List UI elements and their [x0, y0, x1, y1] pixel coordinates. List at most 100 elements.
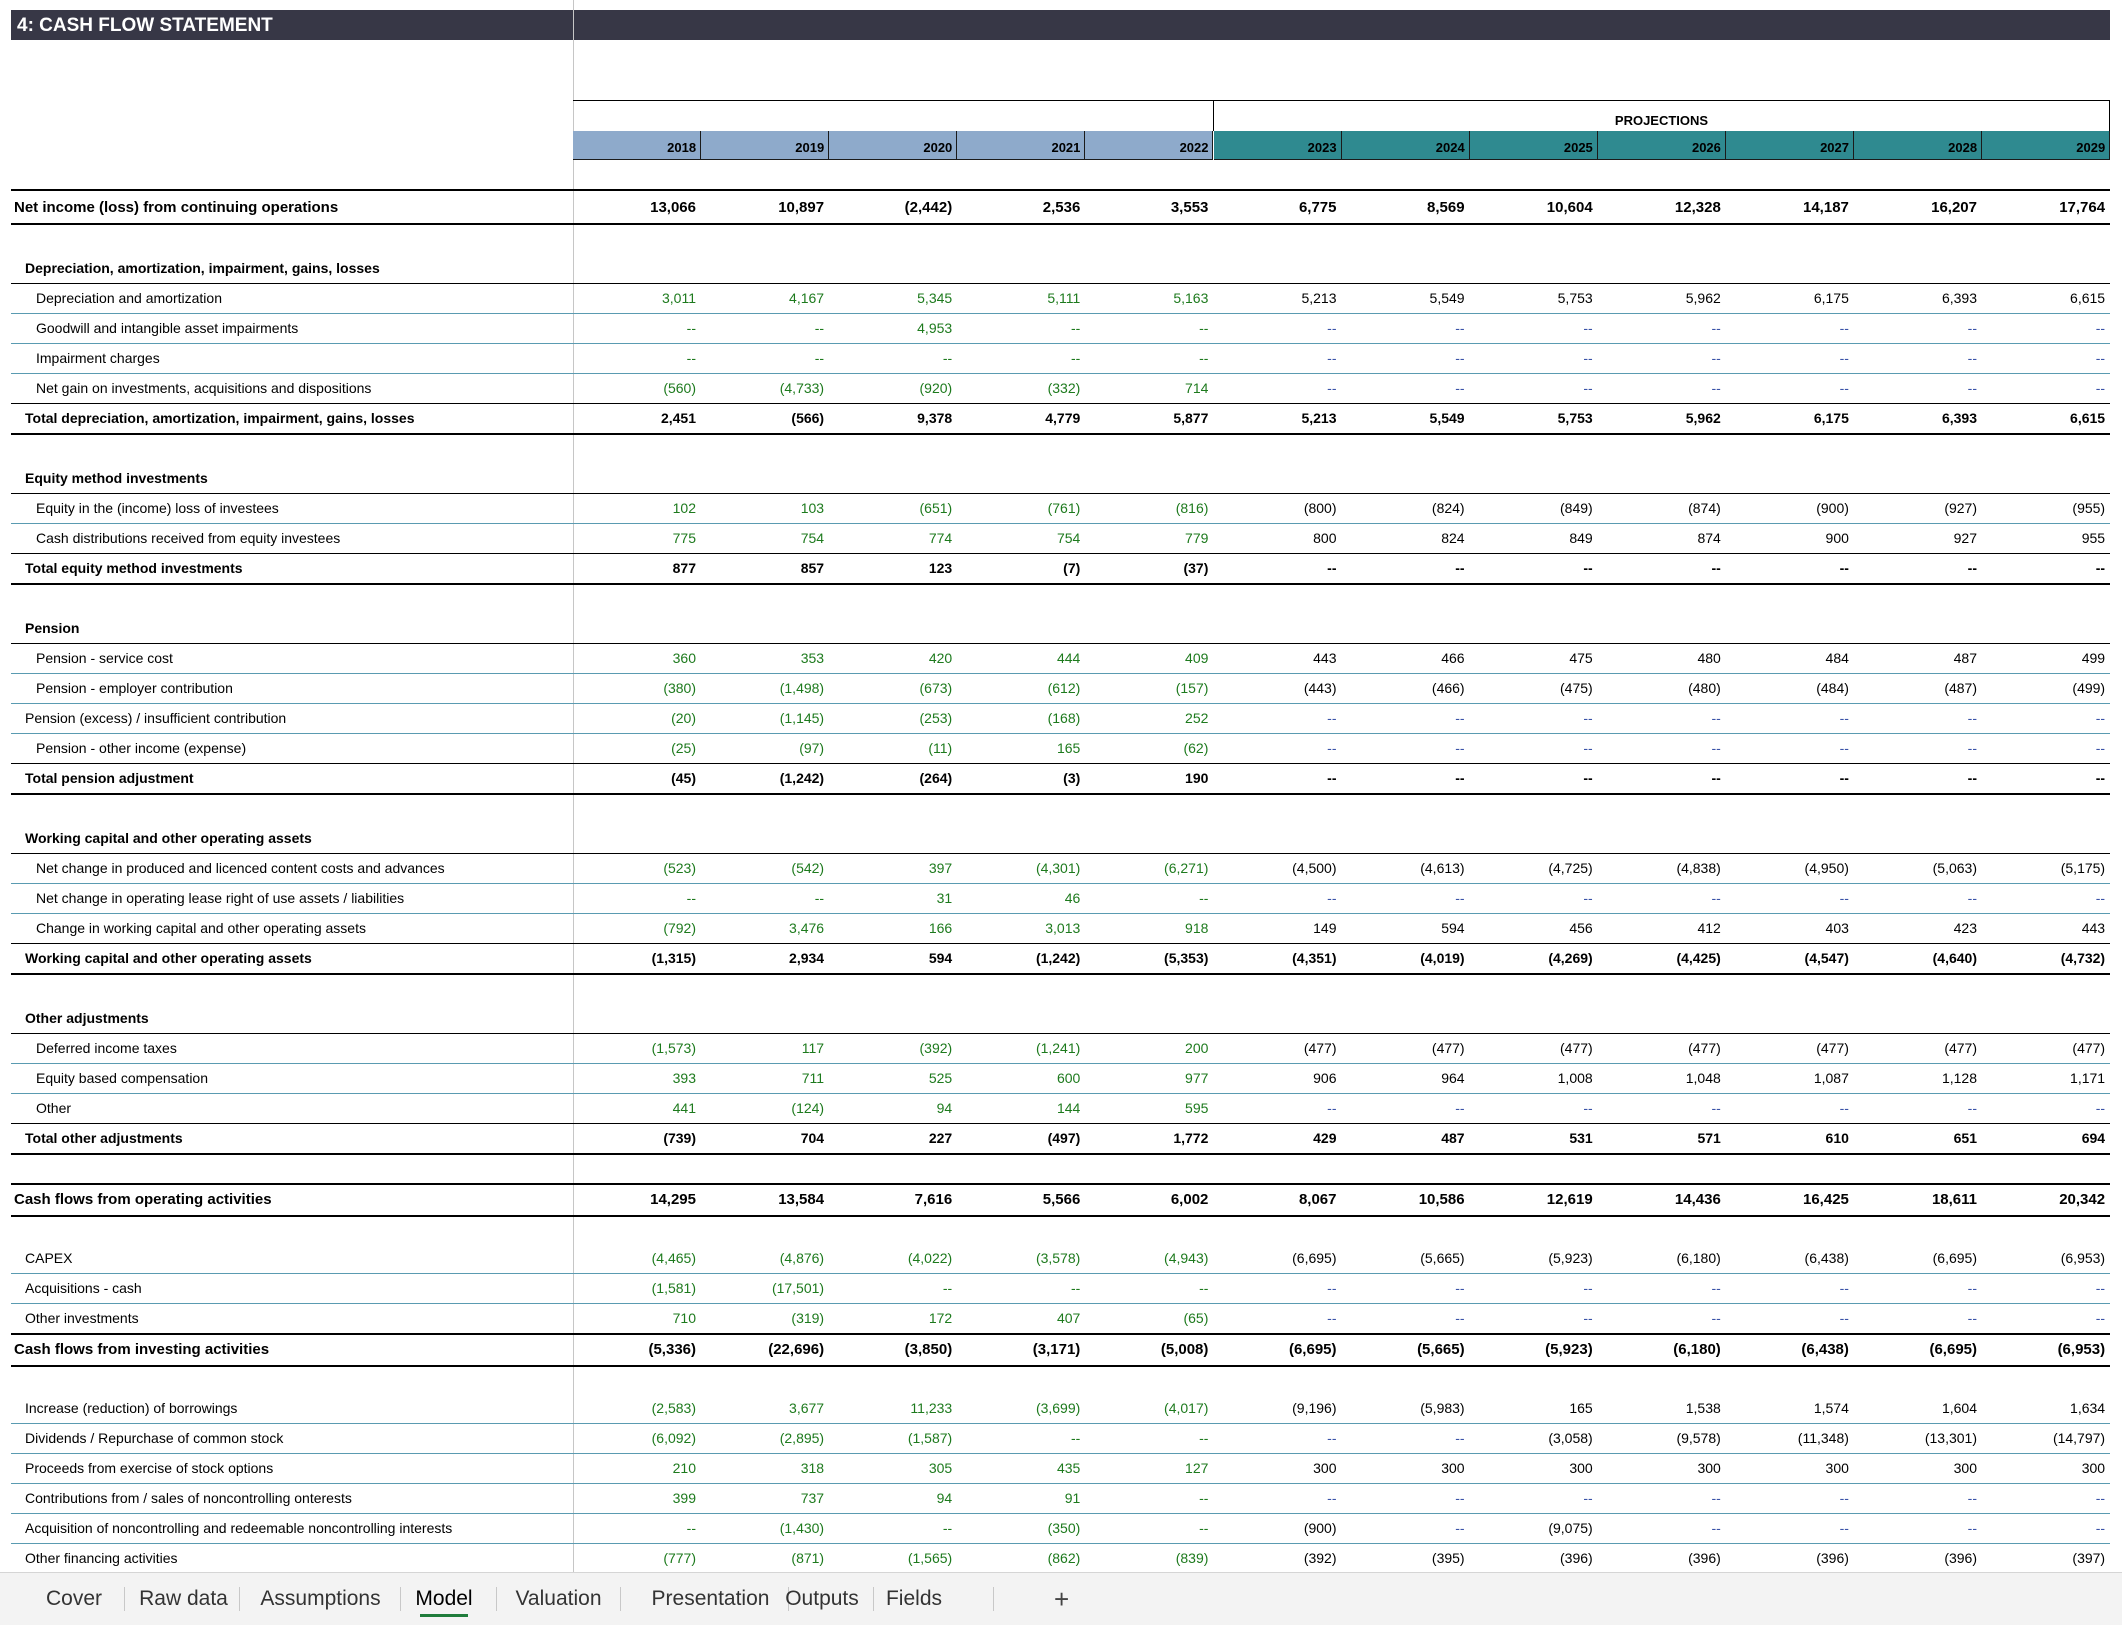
cell-value-2027[interactable]: --: [1839, 380, 1849, 396]
cell-value-2022[interactable]: (6,271): [1164, 860, 1209, 876]
year-header-2020[interactable]: 2020: [829, 131, 958, 160]
major-total-row[interactable]: Net income (loss) from continuing operat…: [11, 193, 2110, 225]
cell-value-2028[interactable]: 16,207: [1931, 199, 1977, 216]
cell-value-2024[interactable]: (824): [1431, 500, 1465, 516]
cell-value-2021[interactable]: (3,699): [1035, 1400, 1081, 1416]
table-row[interactable]: Goodwill and intangible asset impairment…: [11, 313, 2110, 344]
cell-value-2027[interactable]: (6,438): [1804, 1250, 1849, 1266]
tab-outputs[interactable]: Outputs: [785, 1587, 859, 1610]
cell-value-2018[interactable]: 2,451: [660, 410, 696, 426]
table-row[interactable]: Pension - employer contribution (380) (1,4…: [11, 673, 2110, 704]
cell-value-2020[interactable]: (920): [919, 380, 953, 396]
cell-value-2021[interactable]: 435: [1056, 1460, 1081, 1476]
cell-value-2026[interactable]: (4,838): [1676, 860, 1721, 876]
cell-value-2025[interactable]: 849: [1569, 530, 1593, 546]
cell-value-2019[interactable]: (22,696): [768, 1341, 825, 1358]
cell-value-2024[interactable]: 8,569: [1427, 199, 1465, 216]
cell-value-2021[interactable]: 444: [1056, 650, 1081, 666]
cell-value-2020[interactable]: (253): [919, 710, 953, 726]
cell-value-2028[interactable]: 927: [1953, 530, 1977, 546]
cell-value-2023[interactable]: 5,213: [1301, 290, 1337, 306]
cell-value-2024[interactable]: --: [1455, 1100, 1465, 1116]
cell-value-2020[interactable]: (4,022): [907, 1250, 953, 1266]
cell-value-2025[interactable]: 5,753: [1557, 410, 1593, 426]
cell-value-2025[interactable]: 5,753: [1557, 290, 1593, 306]
cell-value-2023[interactable]: (443): [1303, 680, 1337, 696]
cell-value-2024[interactable]: --: [1455, 1430, 1465, 1446]
cell-value-2020[interactable]: --: [942, 350, 953, 366]
cell-value-2025[interactable]: (4,725): [1548, 860, 1593, 876]
cell-value-2020[interactable]: 4,953: [917, 320, 953, 336]
cell-value-2021[interactable]: 4,779: [1045, 410, 1081, 426]
cell-value-2022[interactable]: 5,877: [1173, 410, 1209, 426]
tab-raw-data[interactable]: Raw data: [139, 1587, 228, 1610]
year-header-2019[interactable]: 2019: [701, 131, 830, 160]
cell-value-2026[interactable]: --: [1711, 890, 1721, 906]
cell-value-2025[interactable]: --: [1583, 1280, 1593, 1296]
cell-value-2022[interactable]: 779: [1185, 530, 1209, 546]
cell-value-2026[interactable]: 5,962: [1685, 410, 1721, 426]
cell-value-2020[interactable]: 594: [928, 950, 953, 966]
cell-value-2025[interactable]: 531: [1569, 1130, 1593, 1146]
cell-value-2022[interactable]: --: [1199, 1520, 1209, 1536]
cell-value-2020[interactable]: (1,587): [907, 1430, 953, 1446]
cell-value-2020[interactable]: 420: [928, 650, 953, 666]
cell-value-2025[interactable]: 300: [1569, 1460, 1593, 1476]
cell-value-2027[interactable]: (477): [1816, 1040, 1849, 1056]
cell-value-2027[interactable]: (900): [1816, 500, 1849, 516]
cell-value-2022[interactable]: --: [1199, 1280, 1209, 1296]
cell-value-2026[interactable]: 1,538: [1685, 1400, 1721, 1416]
table-row[interactable]: Change in working capital and other oper…: [11, 913, 2110, 944]
cell-value-2022[interactable]: (816): [1175, 500, 1209, 516]
cell-value-2018[interactable]: 210: [672, 1460, 696, 1476]
cell-value-2027[interactable]: 610: [1825, 1130, 1849, 1146]
cell-value-2026[interactable]: --: [1711, 1310, 1721, 1326]
year-header-2021[interactable]: 2021: [957, 131, 1086, 160]
year-header-2027[interactable]: 2027: [1725, 131, 1854, 160]
cell-value-2027[interactable]: --: [1839, 1280, 1849, 1296]
cell-value-2028[interactable]: 1,604: [1941, 1400, 1977, 1416]
tab-cover[interactable]: Cover: [45, 1587, 103, 1610]
cell-value-2027[interactable]: (484): [1816, 680, 1849, 696]
cell-value-2029[interactable]: 6,615: [2070, 290, 2106, 306]
cell-value-2025[interactable]: (477): [1560, 1040, 1593, 1056]
cell-value-2019[interactable]: --: [814, 890, 825, 906]
cell-value-2022[interactable]: 1,772: [1173, 1130, 1209, 1146]
cell-value-2023[interactable]: (9,196): [1292, 1400, 1337, 1416]
tab-assumptions[interactable]: Assumptions: [260, 1587, 381, 1610]
cell-value-2027[interactable]: (4,547): [1804, 950, 1849, 966]
cell-value-2025[interactable]: (5,923): [1545, 1341, 1593, 1358]
cell-value-2024[interactable]: --: [1455, 1520, 1465, 1536]
cell-value-2027[interactable]: (396): [1816, 1550, 1849, 1566]
subtotal-row[interactable]: Total equity method investments 877 857 123…: [11, 553, 2110, 585]
cell-value-2026[interactable]: 12,328: [1674, 199, 1721, 216]
cell-value-2023[interactable]: --: [1327, 320, 1337, 336]
cell-value-2027[interactable]: 484: [1825, 650, 1849, 666]
cell-value-2026[interactable]: 874: [1697, 530, 1721, 546]
cell-value-2024[interactable]: (5,665): [1417, 1341, 1465, 1358]
cell-value-2018[interactable]: (523): [663, 860, 696, 876]
cell-value-2028[interactable]: --: [1967, 350, 1977, 366]
cell-value-2020[interactable]: (392): [919, 1040, 953, 1056]
cell-value-2019[interactable]: (1,498): [779, 680, 825, 696]
cell-value-2026[interactable]: 1,048: [1685, 1070, 1721, 1086]
cell-value-2022[interactable]: --: [1199, 890, 1209, 906]
cell-value-2022[interactable]: (839): [1175, 1550, 1209, 1566]
cell-value-2028[interactable]: 18,611: [1931, 1191, 1977, 1208]
cell-value-2028[interactable]: (6,695): [1929, 1341, 1977, 1358]
cell-value-2025[interactable]: --: [1583, 1490, 1593, 1506]
cell-value-2024[interactable]: --: [1455, 320, 1465, 336]
cell-value-2022[interactable]: 200: [1185, 1040, 1209, 1056]
cell-value-2018[interactable]: (45): [671, 770, 696, 786]
year-header-2029[interactable]: 2029: [1982, 131, 2111, 160]
cell-value-2023[interactable]: 429: [1313, 1130, 1337, 1146]
cell-value-2019[interactable]: 10,897: [778, 199, 825, 216]
cell-value-2024[interactable]: (5,665): [1420, 1250, 1465, 1266]
cell-value-2018[interactable]: (560): [663, 380, 696, 396]
table-row[interactable]: Dividends / Repurchase of common stock (6…: [11, 1423, 2110, 1454]
cell-value-2023[interactable]: --: [1327, 560, 1337, 576]
cell-value-2025[interactable]: (849): [1560, 500, 1593, 516]
cell-value-2025[interactable]: 1,008: [1557, 1070, 1593, 1086]
cell-value-2029[interactable]: 499: [2081, 650, 2106, 666]
cell-value-2019[interactable]: (2,895): [779, 1430, 825, 1446]
